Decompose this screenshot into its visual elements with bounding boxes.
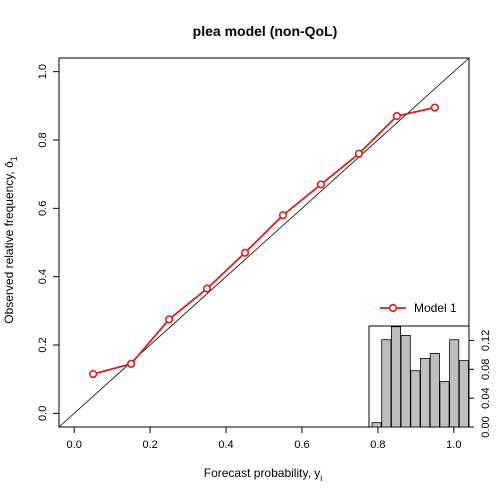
legend: Model 1 (380, 301, 457, 315)
inset-y-tick-label: 0.00 (480, 416, 492, 437)
x-tick-label: 0.6 (294, 439, 309, 451)
chart-title: plea model (non-QoL) (193, 23, 338, 39)
series-point (392, 111, 401, 121)
legend-marker (388, 303, 398, 313)
inset-bar (458, 360, 469, 428)
y-tick-label: 0.2 (37, 337, 49, 352)
inset-histogram: 0.00 0.04 0.08 0.12 (368, 325, 492, 438)
plot-area: 0.0 0.2 0.4 0.6 0.8 1.0 0.0 0.2 0.4 0.6 0.8 1.0 (37, 57, 470, 451)
y-tick-label: 0.4 (37, 269, 49, 284)
y-tick-label: 1.0 (37, 64, 49, 79)
y-axis-label-main: Observed relative frequency, ō (2, 161, 16, 324)
series-point (127, 359, 136, 368)
inset-bar (439, 381, 450, 428)
x-tick-label: 0.2 (142, 439, 157, 451)
y-tick-label: 0.8 (37, 132, 49, 147)
series-point (240, 248, 250, 257)
series-point (89, 369, 98, 379)
series-line (92, 106, 436, 375)
y-axis-label-subscript: 1 (9, 156, 19, 161)
series-point (316, 180, 326, 189)
inset-bar (390, 326, 401, 428)
x-tick-label: 0.4 (218, 439, 233, 451)
legend-label: Model 1 (414, 301, 457, 315)
x-tick-label: 1.0 (446, 439, 461, 451)
inset-bar (400, 334, 411, 428)
x-axis-label-subscript: i (320, 473, 322, 483)
inset-bar (381, 339, 392, 428)
series-point (164, 315, 174, 324)
inset-y-tick-label: 0.08 (480, 359, 492, 380)
inset-bar (371, 422, 382, 428)
y-tick-label: 0.6 (37, 201, 49, 216)
x-tick-label: 0.8 (370, 439, 385, 451)
x-axis-label: Forecast probability, yi (204, 466, 323, 483)
series-layer (89, 103, 439, 379)
inset-bar (410, 370, 421, 428)
series-point (202, 284, 212, 293)
inset-bar (429, 353, 440, 428)
x-tick-label: 0.0 (67, 439, 82, 451)
inset-y-tick-label: 0.12 (480, 330, 492, 351)
y-tick-label: 0.0 (37, 406, 49, 421)
x-axis-label-main: Forecast probability, y (204, 466, 321, 480)
series-point (430, 103, 439, 112)
y-axis-label: Observed relative frequency, ō1 (2, 156, 19, 324)
inset-bar (449, 339, 460, 428)
series-point (278, 211, 288, 220)
series-point (354, 149, 364, 158)
inset-y-tick-label: 0.04 (480, 387, 492, 408)
inset-bar (420, 358, 431, 428)
